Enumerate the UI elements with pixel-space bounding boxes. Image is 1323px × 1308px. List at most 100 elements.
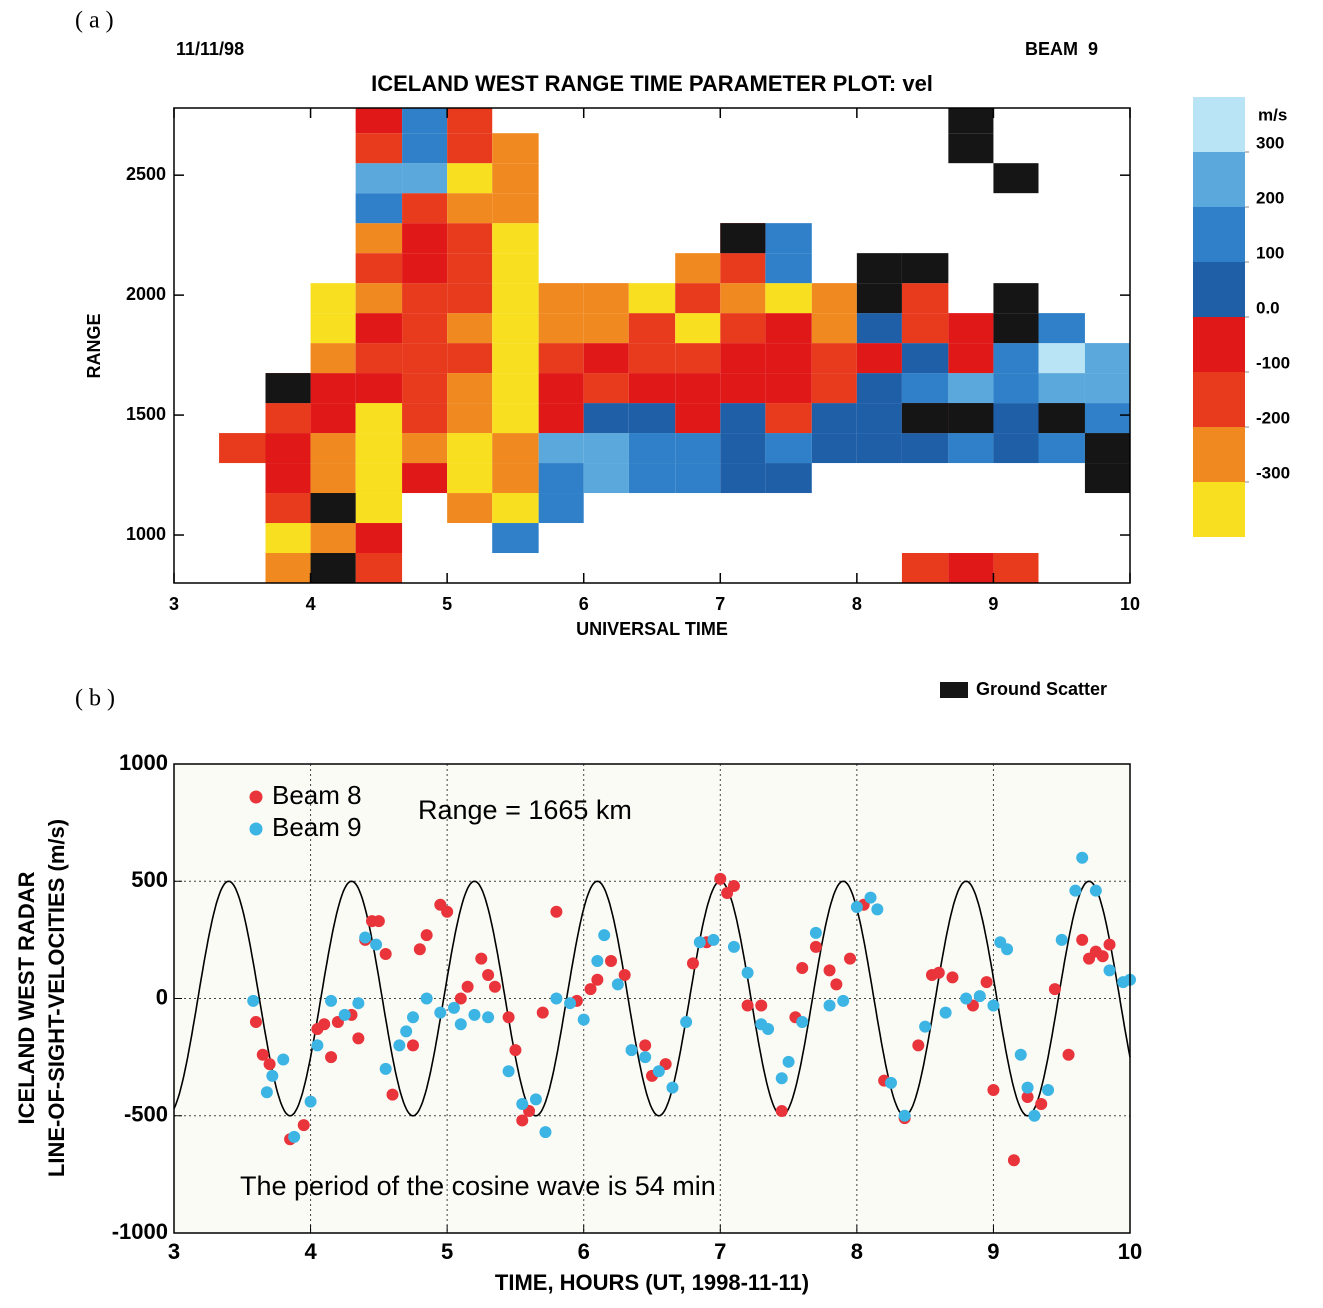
- heatmap-cell: [310, 373, 356, 404]
- x-tick-label: 4: [306, 594, 316, 614]
- legend-swatch: [940, 682, 968, 698]
- point: [652, 1065, 665, 1078]
- point: [475, 952, 488, 965]
- point: [809, 940, 822, 953]
- heatmap-cell: [765, 343, 812, 374]
- y-axis-label: ICELAND WEST RADAR: [14, 871, 39, 1124]
- colorbar-tick-label: 300: [1256, 133, 1284, 152]
- heatmap-cell: [628, 433, 676, 464]
- heatmap-cell: [1038, 433, 1085, 464]
- heatmap-cell: [765, 433, 812, 464]
- heatmap-cell: [492, 463, 539, 494]
- plot-frame: [173, 107, 1131, 584]
- heatmap-cell: [447, 193, 493, 224]
- heatmap-cell: [675, 253, 721, 284]
- point: [666, 1081, 679, 1094]
- legend-label: Beam 9: [272, 812, 362, 842]
- heatmap-cell: [447, 373, 493, 404]
- heatmap-cell: [628, 373, 676, 404]
- colorbar-tick-label: -100: [1256, 353, 1290, 372]
- point: [1021, 1081, 1034, 1094]
- heatmap-cell: [355, 133, 403, 164]
- heatmap-cell: [538, 463, 584, 494]
- heatmap-cell: [355, 553, 403, 583]
- point: [577, 1013, 590, 1026]
- heatmap-cell: [492, 253, 539, 284]
- point: [782, 1055, 795, 1068]
- ground-scatter-cell: [856, 283, 902, 314]
- x-tick-label: 8: [851, 1239, 863, 1264]
- ground-scatter-cell: [948, 108, 994, 134]
- heatmap-cell: [628, 463, 676, 494]
- point: [256, 1048, 269, 1061]
- heatmap-cell: [948, 313, 994, 344]
- colorbar-swatch: [1193, 372, 1245, 427]
- point: [407, 1039, 419, 1052]
- point: [591, 973, 604, 986]
- heatmap-cell: [720, 433, 766, 464]
- heatmap-cell: [675, 313, 721, 344]
- heatmap-cell: [628, 403, 676, 434]
- point: [260, 1086, 273, 1099]
- point: [707, 933, 720, 946]
- heatmap-cell: [765, 373, 812, 404]
- heatmap-cell: [811, 403, 857, 434]
- point: [727, 940, 740, 953]
- point: [413, 943, 426, 956]
- heatmap-cell: [492, 433, 539, 464]
- colorbar-swatch: [1193, 482, 1245, 537]
- heatmap-cell: [447, 493, 493, 524]
- heatmap-cell: [675, 373, 721, 404]
- heatmap-cell: [447, 253, 493, 284]
- point: [919, 1020, 932, 1033]
- point: [539, 1126, 552, 1139]
- heatmap-cell: [310, 283, 356, 314]
- point: [844, 952, 857, 965]
- heatmap-cell: [447, 463, 493, 494]
- point: [509, 1044, 522, 1057]
- heatmap-cell: [447, 343, 493, 374]
- beam: BEAM 9: [1025, 39, 1098, 59]
- heatmap-cell: [538, 403, 584, 434]
- point: [850, 901, 863, 914]
- ground-scatter-cell: [993, 283, 1039, 314]
- heatmap-cell: [901, 553, 949, 583]
- point: [809, 926, 822, 939]
- point: [454, 1018, 467, 1031]
- heatmap-cell: [720, 343, 766, 374]
- heatmap-cell: [765, 253, 812, 284]
- heatmap-cell: [856, 343, 902, 374]
- point: [618, 969, 631, 982]
- heatmap-cell: [402, 343, 448, 374]
- heatmap-cell: [355, 463, 403, 494]
- point: [502, 1065, 515, 1078]
- heatmap-cell: [355, 433, 403, 464]
- note: The period of the cosine wave is 54 min: [240, 1171, 716, 1201]
- heatmap-cell: [1038, 373, 1085, 404]
- colorbar-swatch: [1193, 427, 1245, 482]
- point: [1007, 1154, 1020, 1167]
- x-axis-label: UNIVERSAL TIME: [576, 619, 728, 639]
- x-axis-label: TIME, HOURS (UT, 1998-11-11): [495, 1270, 809, 1295]
- point: [529, 1093, 542, 1106]
- heatmap-cell: [765, 403, 812, 434]
- point: [352, 997, 365, 1010]
- x-tick-label: 5: [442, 594, 452, 614]
- point: [372, 915, 385, 928]
- heatmap-cell: [310, 433, 356, 464]
- colorbar-swatch: [1193, 97, 1245, 152]
- x-tick-label: 4: [304, 1239, 317, 1264]
- heatmap-cell: [675, 283, 721, 314]
- y-tick-label: -1000: [112, 1219, 168, 1244]
- heatmap-cell: [355, 253, 403, 284]
- heatmap-cell: [811, 433, 857, 464]
- heatmap-cell: [492, 343, 539, 374]
- heatmap-cell: [447, 403, 493, 434]
- heatmap-cell: [447, 133, 493, 164]
- heatmap-cell: [355, 283, 403, 314]
- x-tick-label: 6: [579, 594, 589, 614]
- heatmap-cell: [538, 343, 584, 374]
- legend-label: Beam 8: [272, 780, 362, 810]
- colorbar-swatch: [1193, 207, 1245, 262]
- heatmap-cell: [355, 373, 403, 404]
